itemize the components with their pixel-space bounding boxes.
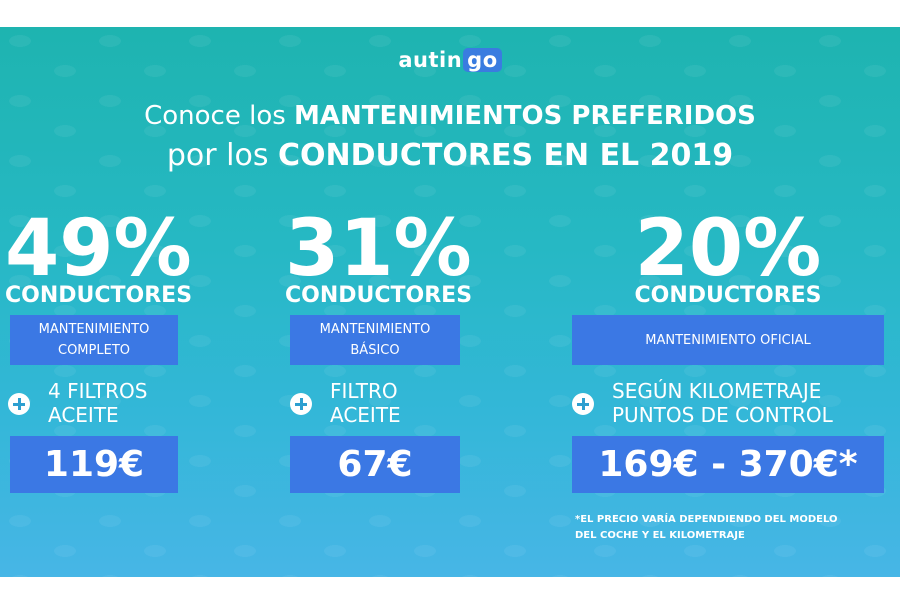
plus-circle-icon	[290, 393, 312, 415]
plan-basic-extras: FILTRO ACEITE	[330, 379, 401, 427]
plan-official-extra-line1: SEGÚN KILOMETRAJE	[612, 379, 822, 403]
infographic-banner: autin go Conoce los MANTENIMIENTOS PREFER…	[0, 27, 900, 577]
plan-complete-type-line1: MANTENIMIENTO	[38, 322, 150, 337]
plan-basic-type-line1: MANTENIMIENTO	[319, 322, 431, 337]
headline-line2-bold: CONDUCTORES EN EL 2019	[278, 138, 734, 173]
footnote-line2: DEL COCHE Y EL KILOMETRAJE	[575, 530, 745, 541]
plan-basic-drivers: CONDUCTORES	[285, 283, 473, 308]
plan-complete-percent: 49%	[5, 204, 192, 294]
footnote-line1: *EL PRECIO VARÍA DEPENDIENDO DEL MODELO	[575, 514, 838, 525]
plus-circle-icon	[8, 393, 30, 415]
plus-circle-icon	[572, 393, 594, 415]
plan-official-type-line1: MANTENIMIENTO OFICIAL	[645, 332, 811, 348]
autingo-logo: autin go	[0, 48, 900, 72]
headline-line2-regular: por los	[166, 138, 269, 173]
logo-text-main: autin	[398, 48, 463, 72]
plan-official-price: 169€ - 370€*	[572, 436, 884, 493]
logo-text-accent: go	[463, 48, 502, 72]
plan-complete-type-line2: COMPLETO	[58, 343, 130, 358]
plan-basic-extra-line1: FILTRO	[330, 379, 398, 403]
plan-official-extras: SEGÚN KILOMETRAJE PUNTOS DE CONTROL	[612, 379, 833, 427]
plan-basic-type-badge: MANTENIMIENTO BÁSICO	[290, 315, 460, 365]
price-footnote: *EL PRECIO VARÍA DEPENDIENDO DEL MODELO …	[575, 512, 895, 544]
headline-line-2: por los CONDUCTORES EN EL 2019	[0, 138, 900, 173]
plan-official-percent: 20%	[634, 204, 822, 294]
plan-complete-drivers: CONDUCTORES	[5, 283, 193, 308]
plan-complete-extra-line2: ACEITE	[48, 403, 119, 427]
plan-official-type-badge: MANTENIMIENTO OFICIAL	[572, 315, 884, 365]
headline-line-1: Conoce los MANTENIMIENTOS PREFERIDOS	[0, 101, 900, 131]
plan-official-extra-line2: PUNTOS DE CONTROL	[612, 403, 833, 427]
plan-complete-type-badge: MANTENIMIENTO COMPLETO	[10, 315, 178, 365]
plan-basic-type-line2: BÁSICO	[350, 343, 400, 358]
plan-official-drivers: CONDUCTORES	[634, 283, 822, 308]
plan-complete-extra-line1: 4 FILTROS	[48, 379, 148, 403]
plan-basic-extra-line2: ACEITE	[330, 403, 401, 427]
headline-line1-regular: Conoce los	[144, 101, 286, 131]
plan-basic-percent: 31%	[285, 204, 472, 294]
plan-complete-extras: 4 FILTROS ACEITE	[48, 379, 147, 427]
plan-complete-price: 119€	[10, 436, 178, 493]
headline-line1-bold: MANTENIMIENTOS PREFERIDOS	[294, 101, 756, 131]
plan-basic-price: 67€	[290, 436, 460, 493]
